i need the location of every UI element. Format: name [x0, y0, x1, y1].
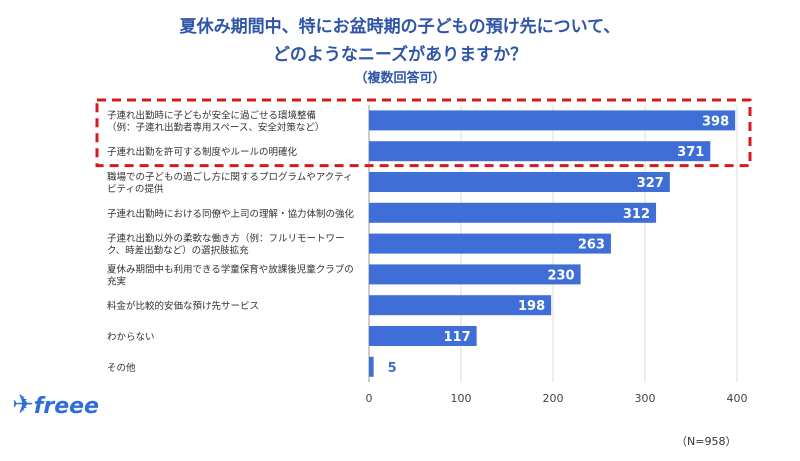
category-label: わからない: [107, 332, 155, 343]
x-tick-label: 200: [543, 392, 564, 405]
x-tick-label: 100: [451, 392, 472, 405]
bar: [369, 141, 711, 162]
category-label: その他: [107, 362, 136, 374]
chart-title-line1: 夏休み期間中、特にお盆時期の子どもの預け先について、: [179, 17, 621, 37]
data-label: 117: [443, 330, 470, 345]
bar: [369, 326, 477, 346]
bar: [369, 295, 552, 316]
category-label: 料金が比較的安価な預け先サービス: [107, 300, 259, 312]
data-label: 327: [637, 176, 664, 191]
bar: [369, 233, 611, 254]
bar: [369, 202, 657, 223]
data-label: 312: [623, 207, 650, 222]
x-tick-label: 400: [727, 392, 748, 405]
x-tick-label: 300: [635, 392, 656, 405]
data-label: 198: [518, 299, 545, 314]
category-label: 職場での子どもの過ごし方に関するプログラムやアクティビティの提供: [107, 171, 353, 195]
bar: [369, 172, 670, 192]
bar: [369, 264, 581, 285]
data-label: 230: [547, 268, 574, 283]
category-label: 子連れ出勤以外の柔軟な働き方（例：フルリモートワーク、時差出勤など）の選択肢拡充: [107, 233, 345, 257]
chart-subtitle: （複数回答可）: [354, 71, 446, 86]
data-label: 371: [677, 145, 704, 160]
chart-title-line2: どのようなニーズがありますか？: [272, 45, 528, 65]
data-label: 398: [702, 114, 729, 129]
sample-size-note: （N=958）: [676, 435, 737, 448]
data-label: 5: [388, 361, 397, 376]
x-tick-label: 0: [366, 392, 373, 405]
freee-logo: ✈freee: [12, 390, 99, 420]
category-label: 子連れ出勤時における同僚や上司の理解・協力体制の強化: [107, 208, 355, 220]
bar: [369, 356, 374, 377]
data-label: 263: [578, 238, 605, 253]
category-label: 夏休み期間中も利用できる学童保育や放課後児童クラブの充実: [107, 263, 354, 287]
category-label: 子連れ出勤時に子どもが安全に過ごせる環境整備（例：子連れ出勤者専用スペース、安全…: [107, 109, 324, 133]
category-label: 子連れ出勤を許可する制度やルールの明確化: [107, 146, 298, 158]
bar: [369, 110, 736, 131]
